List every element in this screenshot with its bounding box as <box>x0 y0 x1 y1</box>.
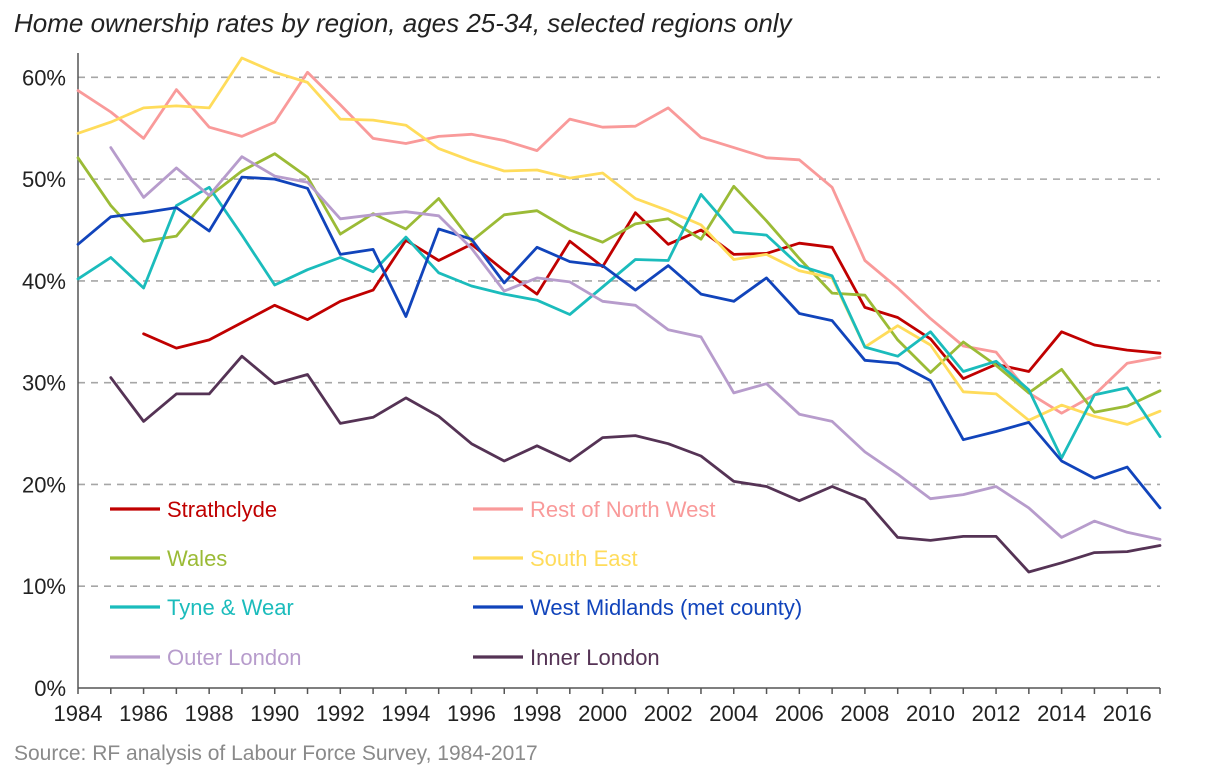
series-lines <box>76 56 1162 574</box>
series-line-west-midlands-met-county <box>76 175 1162 510</box>
x-tick-label: 1984 <box>54 701 103 726</box>
gridlines <box>78 76 1160 588</box>
chart-title: Home ownership rates by region, ages 25-… <box>14 8 794 38</box>
legend-label-rest-of-north-west: Rest of North West <box>530 497 715 522</box>
x-tick-label: 2002 <box>644 701 693 726</box>
y-tick-label: 20% <box>22 472 66 497</box>
legend-label-outer-london: Outer London <box>167 645 302 670</box>
y-tick-label: 50% <box>22 167 66 192</box>
x-tick-label: 1998 <box>513 701 562 726</box>
y-tick-label: 40% <box>22 269 66 294</box>
legend: Strathclyde Rest of North West Wales South … <box>110 497 802 670</box>
legend-label-strathclyde: Strathclyde <box>167 497 277 522</box>
legend-label-inner-london: Inner London <box>530 645 660 670</box>
x-tick-label: 2012 <box>972 701 1021 726</box>
legend-label-tyne-wear: Tyne & Wear <box>167 595 294 620</box>
legend-label-south-east: South East <box>530 546 638 571</box>
series-line-wales <box>76 152 1162 414</box>
series-line-rest-of-north-west <box>76 70 1162 415</box>
x-tick-label: 2000 <box>578 701 627 726</box>
x-tick-label: 1996 <box>447 701 496 726</box>
series-line-tyne-wear <box>76 185 1162 460</box>
y-tick-label: 60% <box>22 65 66 90</box>
series-line-south-east <box>76 56 1162 426</box>
series-line-inner-london <box>109 354 1162 574</box>
y-tick-label: 30% <box>22 371 66 396</box>
x-tick-label: 2008 <box>840 701 889 726</box>
x-tick-label: 2010 <box>906 701 955 726</box>
series-line-outer-london <box>109 146 1162 541</box>
axes: 0% 10% 20% 30% 40% 50% 60% 1984 1986 1988 1990 1992… <box>22 53 1161 726</box>
x-tick-label: 1994 <box>381 701 430 726</box>
x-tick-label: 1988 <box>185 701 234 726</box>
y-tick-label: 0% <box>34 676 66 701</box>
legend-label-west-midlands-met-county: West Midlands (met county) <box>530 595 802 620</box>
series-line-strathclyde <box>142 211 1162 380</box>
x-tick-label: 1992 <box>316 701 365 726</box>
x-tick-label: 1986 <box>119 701 168 726</box>
x-tick-label: 2016 <box>1103 701 1152 726</box>
x-tick-label: 2004 <box>709 701 758 726</box>
x-tick-label: 2006 <box>775 701 824 726</box>
x-tick-label: 2014 <box>1037 701 1086 726</box>
x-tick-label: 1990 <box>250 701 299 726</box>
y-tick-label: 10% <box>22 574 66 599</box>
legend-label-wales: Wales <box>167 546 227 571</box>
source-note: Source: RF analysis of Labour Force Surv… <box>14 742 538 765</box>
